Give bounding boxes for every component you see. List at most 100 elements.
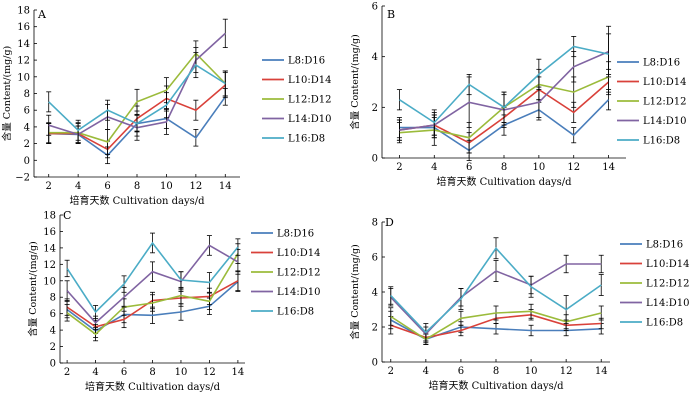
y-tick-label: 2: [372, 323, 378, 334]
y-tick-label: 10: [17, 72, 30, 83]
legend-label: L10:D14: [643, 77, 686, 88]
series-line: [66, 253, 239, 336]
x-tick-label: 4: [423, 366, 429, 377]
x-axis-label: 培育天数 Cultivation days/d: [69, 194, 205, 207]
y-tick-label: 6: [372, 253, 378, 264]
x-tick-label: 14: [595, 366, 608, 377]
legend-label: L12:D12: [277, 268, 320, 279]
y-axis-label: 含量 Content/(mg/g): [27, 241, 39, 337]
y-tick-label: 4: [372, 52, 378, 63]
x-tick-label: 2: [46, 181, 52, 192]
y-tick-label: 14: [17, 39, 30, 50]
x-tick-label: 8: [501, 162, 507, 173]
x-tick-label: 8: [134, 181, 140, 192]
y-tick-label: 8: [24, 89, 30, 100]
legend-label: L8:D16: [643, 58, 680, 69]
y-tick-label: 0: [50, 359, 56, 370]
x-tick-label: 6: [104, 181, 110, 192]
y-tick-label: 18: [17, 6, 30, 17]
x-tick-label: 2: [64, 367, 70, 378]
series-line: [66, 244, 239, 324]
legend-label: L8:D16: [277, 229, 314, 240]
x-tick-label: 8: [149, 367, 155, 378]
legend-label: L10:D14: [288, 75, 331, 86]
y-tick-label: 6: [50, 309, 56, 320]
y-tick-label: 4: [372, 288, 378, 299]
y-tick-label: 12: [43, 260, 56, 271]
series-l14-d10: [64, 235, 241, 330]
legend-label: L14:D10: [643, 116, 686, 127]
series-l16-d8: [396, 33, 612, 136]
series-l16-d8: [46, 52, 228, 141]
x-tick-label: 6: [458, 366, 464, 377]
x-tick-label: 4: [431, 162, 437, 173]
x-axis-label: 培育天数 Cultivation days/d: [428, 379, 564, 392]
legend-label: L12:D12: [646, 279, 689, 290]
y-tick-label: 14: [43, 243, 56, 254]
y-axis-label: 含量 Content/(mg/g): [349, 244, 361, 340]
panel-letter: A: [37, 8, 47, 21]
y-tick-label: −2: [15, 173, 30, 184]
y-tick-label: 4: [24, 122, 30, 133]
legend-label: L12:D12: [288, 95, 331, 106]
legend-label: L8:D16: [646, 240, 683, 251]
y-axis-label: 含量 Content/(mg/g): [349, 34, 361, 130]
x-tick-label: 12: [567, 162, 580, 173]
x-tick-label: 14: [602, 162, 615, 173]
y-tick-label: 8: [372, 218, 378, 229]
x-tick-label: 12: [203, 367, 216, 378]
legend-label: L8:D16: [288, 56, 325, 67]
x-tick-label: 10: [175, 367, 188, 378]
y-tick-label: 4: [50, 326, 56, 337]
y-tick-label: 0: [372, 154, 378, 165]
x-tick-label: 4: [75, 181, 81, 192]
x-tick-label: 14: [232, 367, 245, 378]
x-tick-label: 2: [388, 366, 394, 377]
panel-A: −2 0 2 4 6 8 10 12 14 16 18 2 4 6 8 10 12 14 培育天数 Cultivat…: [1, 6, 331, 208]
y-tick-label: 0: [24, 156, 30, 167]
y-tick-label: 12: [17, 56, 30, 67]
series-line: [398, 45, 609, 124]
panel-letter: D: [385, 216, 394, 229]
legend-label: L16:D8: [643, 136, 680, 147]
series-line: [390, 247, 602, 334]
legend-label: L14:D10: [288, 114, 331, 125]
x-tick-label: 12: [189, 181, 202, 192]
y-tick-label: 2: [24, 139, 30, 150]
y-tick-label: 2: [50, 342, 56, 353]
legend-label: L10:D14: [646, 259, 689, 270]
y-tick-label: 10: [43, 276, 56, 287]
series-l16-d8: [388, 237, 604, 342]
y-tick-label: 6: [24, 106, 30, 117]
legend-label: L16:D8: [646, 318, 683, 329]
legend-label: L10:D14: [277, 248, 320, 259]
x-tick-label: 10: [532, 162, 545, 173]
series-l14-d10: [396, 25, 612, 141]
y-tick-label: 16: [17, 22, 30, 33]
series-l16-d8: [64, 232, 241, 320]
x-tick-label: 4: [92, 367, 98, 378]
legend-label: L12:D12: [643, 97, 686, 108]
y-axis-label: 含量 Content/(mg/g): [1, 46, 13, 142]
legend-label: L16:D8: [288, 134, 325, 145]
x-axis-label: 培育天数 Cultivation days/d: [436, 175, 572, 188]
y-tick-label: 6: [372, 2, 378, 13]
legend-label: L14:D10: [646, 298, 689, 309]
x-tick-label: 10: [160, 181, 173, 192]
y-tick-label: 0: [372, 358, 378, 369]
x-tick-label: 10: [525, 366, 538, 377]
x-tick-label: 8: [493, 366, 499, 377]
x-tick-label: 14: [219, 181, 232, 192]
panel-B: 0 2 4 6 2 4 6 8 10 12 14 培育天数 Cultivation days/d 含量 …: [349, 2, 686, 189]
y-tick-label: 2: [372, 103, 378, 114]
legend-label: L16:D8: [277, 307, 314, 318]
panel-letter: B: [387, 8, 395, 21]
x-tick-label: 12: [560, 366, 573, 377]
y-tick-label: 18: [43, 211, 56, 222]
y-tick-label: 8: [50, 293, 56, 304]
x-tick-label: 6: [466, 162, 472, 173]
series-line: [66, 241, 239, 314]
